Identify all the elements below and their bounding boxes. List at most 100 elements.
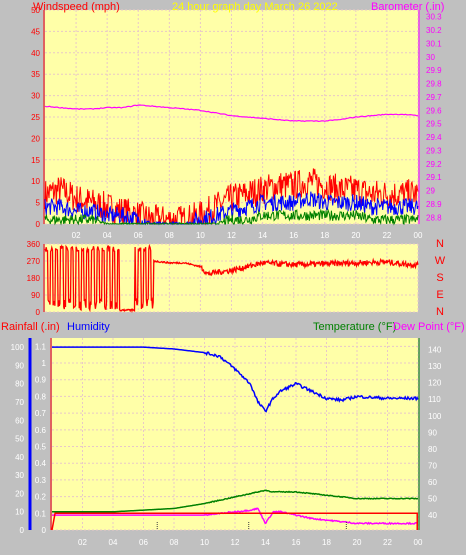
- wind-x-tick-label: 00: [414, 231, 423, 240]
- barometer-tick-label: 29.4: [426, 133, 442, 142]
- wind-x-ticks: 02 04 06 08 10 12 14 16 18 20 22 00: [72, 231, 423, 240]
- rainfall-tick-label: 0.9: [35, 376, 47, 385]
- windspeed-tick-label: 50: [31, 6, 40, 15]
- barometer-tick-label: 29.2: [426, 160, 442, 169]
- temperature-tick-label: 60: [428, 478, 437, 487]
- barometer-tick-label: 29.3: [426, 146, 442, 155]
- wind-minimum-trace: [44, 208, 419, 226]
- humidity-label: Humidity: [67, 321, 110, 333]
- humidity-tick-label: 70: [15, 398, 24, 407]
- rainfall-tick-label: 0.8: [35, 392, 47, 401]
- rainfall-tick-label: 0.5: [35, 443, 47, 452]
- wind-series: [44, 104, 419, 226]
- humidity-tick-label: 0: [20, 526, 25, 535]
- rainfall-tick-label: 1.1: [35, 342, 47, 351]
- windspeed-tick-label: 40: [31, 49, 40, 58]
- barometer-tick-label: 29.9: [426, 66, 442, 75]
- barometer-tick-label: 30.3: [426, 13, 442, 22]
- compass-letter-n: N: [436, 238, 444, 250]
- humidity-x-tick-label: 04: [109, 538, 118, 547]
- wind-x-tick-label: 22: [382, 231, 391, 240]
- direction-series: [44, 243, 419, 313]
- temperature-axis-ticks: 40 50 60 70 80 90 100 110 120 130 140: [428, 346, 442, 521]
- temperature-tick-label: 70: [428, 461, 437, 470]
- direction-tick-label: 360: [27, 240, 41, 249]
- rainfall-tick-label: 0.3: [35, 476, 47, 485]
- wind-direction-trace: [44, 243, 419, 313]
- humidity-x-tick-label: 02: [78, 538, 87, 547]
- rainfall-tick-label: 0.1: [35, 509, 47, 518]
- windspeed-tick-label: 10: [31, 177, 40, 186]
- windspeed-tick-label: 30: [31, 92, 40, 101]
- windspeed-tick-label: 0: [36, 220, 41, 229]
- direction-tick-label: 270: [27, 257, 41, 266]
- windspeed-axis-ticks: 0 5 10 15 20 25 30 35 40 45 50: [31, 6, 40, 229]
- rainfall-tick-label: 0.2: [35, 493, 47, 502]
- wind-x-tick-label: 02: [72, 231, 81, 240]
- compass-letter-w: W: [435, 255, 446, 267]
- barometer-tick-label: 29: [426, 187, 435, 196]
- rainfall-tick-label: 0.7: [35, 409, 47, 418]
- windspeed-tick-label: 25: [31, 113, 40, 122]
- temperature-tick-label: 40: [428, 511, 437, 520]
- compass-letter-s: S: [436, 272, 443, 284]
- temperature-tick-label: 140: [428, 346, 442, 355]
- barometer-tick-label: 30.2: [426, 26, 442, 35]
- windspeed-tick-label: 15: [31, 156, 40, 165]
- temperature-tick-label: 50: [428, 495, 437, 504]
- humidity-tick-label: 10: [15, 508, 24, 517]
- barometer-trace: [44, 104, 419, 123]
- rainfall-tick-label: 0.4: [35, 459, 47, 468]
- humidity-tick-label: 60: [15, 416, 24, 425]
- compass-letter-e: E: [436, 289, 443, 301]
- wind-x-tick-label: 12: [227, 231, 236, 240]
- temperature-tick-label: 120: [428, 379, 442, 388]
- rainfall-trace: [51, 512, 418, 531]
- temperature-label: Temperature (°F): [313, 321, 396, 333]
- compass-letter-n: N: [436, 306, 444, 318]
- direction-axis-ticks: 0 90 180 270 360: [27, 240, 41, 317]
- direction-tick-label: 90: [31, 291, 40, 300]
- barometer-tick-label: 29.8: [426, 80, 442, 89]
- temperature-tick-label: 130: [428, 362, 442, 371]
- temperature-tick-label: 100: [428, 412, 442, 421]
- humidity-series: [51, 346, 419, 531]
- humidity-x-tick-label: 18: [322, 538, 331, 547]
- humidity-x-tick-label: 06: [139, 538, 148, 547]
- graph-title: 24 hour graph day March 26 2022: [172, 1, 338, 13]
- humidity-x-tick-label: 20: [353, 538, 362, 547]
- barometer-tick-label: 28.9: [426, 200, 442, 209]
- humidity-x-tick-label: 14: [261, 538, 270, 547]
- barometer-axis-ticks: 28.8 28.9 29 29.1 29.2 29.3 29.4 29.5 29.6 29.7 29…: [426, 13, 442, 223]
- temperature-tick-label: 110: [428, 395, 441, 404]
- humidity-x-tick-label: 16: [292, 538, 301, 547]
- wind-x-tick-label: 18: [320, 231, 329, 240]
- humidity-trace: [52, 346, 419, 413]
- humidity-tick-label: 100: [11, 343, 25, 352]
- wind-x-tick-label: 14: [258, 231, 267, 240]
- windspeed-tick-label: 45: [31, 27, 40, 36]
- barometer-tick-label: 29.5: [426, 120, 442, 129]
- barometer-tick-label: 29.1: [426, 173, 442, 182]
- rainfall-tick-label: 1: [42, 359, 47, 368]
- wind-x-tick-label: 20: [351, 231, 360, 240]
- rainfall-label: Rainfall (.in): [1, 321, 60, 333]
- wind-speed-trace: [44, 168, 419, 226]
- humidity-x-tick-label: 08: [170, 538, 179, 547]
- humidity-tick-label: 50: [15, 435, 24, 444]
- humidity-tick-label: 80: [15, 380, 24, 389]
- windspeed-label: Windspeed (mph): [33, 1, 120, 13]
- wind-x-tick-label: 16: [289, 231, 298, 240]
- barometer-tick-label: 29.7: [426, 93, 442, 102]
- wind-average-trace: [44, 191, 419, 226]
- barometer-tick-label: 29.6: [426, 106, 442, 115]
- humidity-x-tick-label: 22: [383, 538, 392, 547]
- rainfall-axis-ticks: 0 0.1 0.2 0.3 0.4 0.5 0.6 0.7 0.8 0.9 1 1.1: [35, 342, 47, 535]
- dewpoint-label: Dew Point (°F): [393, 321, 465, 333]
- humidity-tick-label: 90: [15, 361, 24, 370]
